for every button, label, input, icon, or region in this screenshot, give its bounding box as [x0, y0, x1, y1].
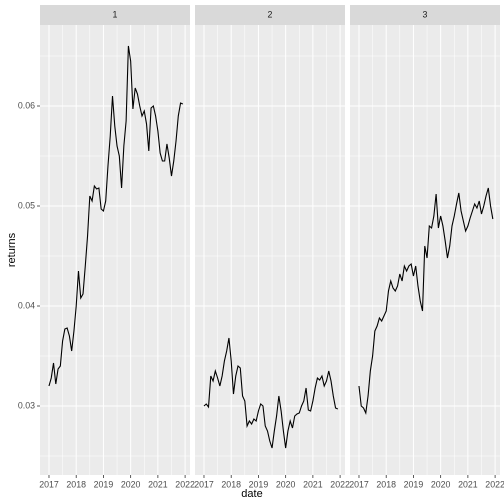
x-tick-label: 2020	[431, 479, 451, 489]
y-tick-label: 0.06	[18, 100, 35, 110]
y-axis-label: returns	[6, 232, 18, 267]
y-tick-label: 0.03	[18, 400, 35, 410]
strip-label: 2	[268, 9, 273, 19]
panel-background	[40, 25, 190, 475]
x-tick-label: 2020	[276, 479, 296, 489]
strip	[350, 5, 500, 25]
x-tick-label: 2022	[175, 479, 195, 489]
x-tick-label: 2022	[330, 479, 350, 489]
x-tick-label: 2019	[404, 479, 424, 489]
x-tick-label: 2021	[303, 479, 323, 489]
x-tick-label: 2018	[66, 479, 86, 489]
strip-label: 3	[423, 9, 428, 19]
x-tick-label: 2017	[349, 479, 369, 489]
y-tick-label: 0.05	[18, 200, 35, 210]
strip-label: 1	[113, 9, 118, 19]
x-tick-label: 2018	[376, 479, 396, 489]
line	[203, 337, 339, 449]
x-tick-label: 2018	[221, 479, 241, 489]
x-axis-label: date	[241, 488, 262, 500]
strip	[40, 5, 190, 25]
x-tick-label: 2022	[485, 479, 504, 489]
x-tick-label: 2020	[121, 479, 141, 489]
x-tick-label: 2017	[194, 479, 214, 489]
x-tick-label: 2017	[39, 479, 59, 489]
strip	[195, 5, 345, 25]
y-tick-label: 0.04	[18, 300, 35, 310]
line	[48, 45, 184, 387]
x-tick-label: 2021	[148, 479, 168, 489]
panel-background	[195, 25, 345, 475]
line	[358, 187, 494, 415]
x-tick-label: 2019	[249, 479, 269, 489]
x-tick-label: 2021	[458, 479, 478, 489]
x-tick-label: 2019	[94, 479, 114, 489]
